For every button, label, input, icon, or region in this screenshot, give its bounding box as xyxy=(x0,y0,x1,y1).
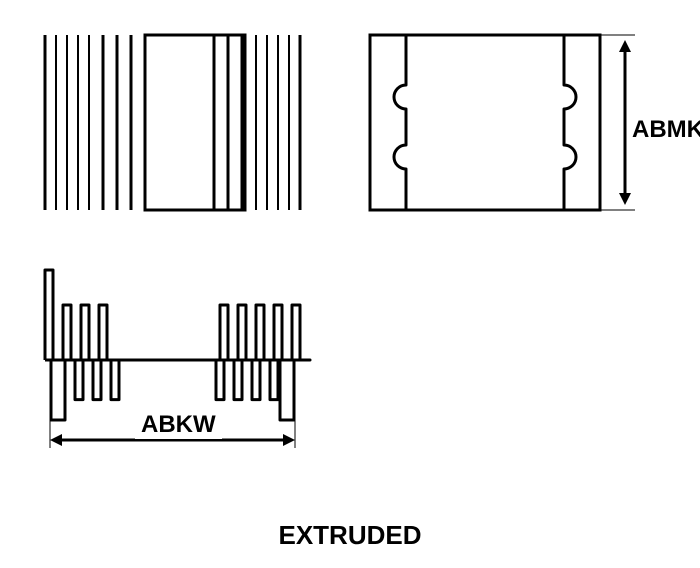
heatsink-profile-view xyxy=(0,0,330,480)
dim-label-abmk: ABMK xyxy=(632,116,700,144)
diagram-caption: EXTRUDED xyxy=(0,520,700,551)
dim-label-abkw: ABKW xyxy=(135,411,222,439)
